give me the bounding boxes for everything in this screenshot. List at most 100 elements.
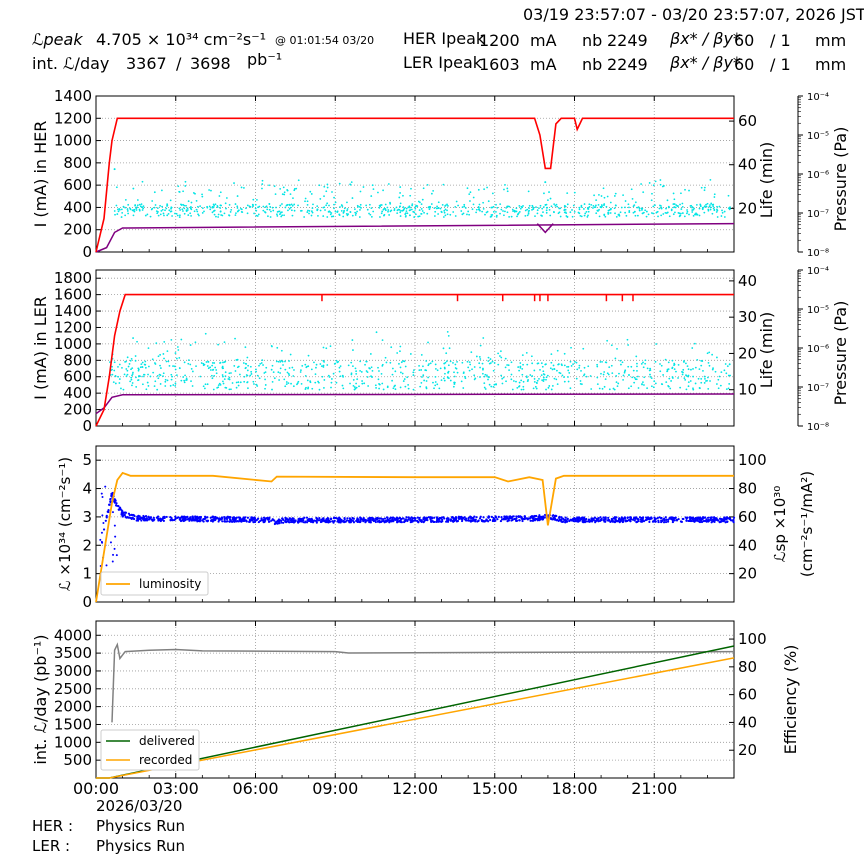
specific-luminosity-point	[194, 516, 197, 519]
specific-luminosity-point	[639, 518, 642, 521]
her-lifetime-point	[416, 205, 419, 207]
her-lifetime-point	[261, 187, 263, 190]
recorded-line	[96, 657, 735, 779]
ler-lifetime-point	[644, 359, 647, 362]
her-lifetime-point	[194, 192, 196, 195]
specific-luminosity-point	[521, 519, 524, 523]
ler-lifetime-point	[275, 360, 278, 363]
ler-lifetime-point	[271, 388, 273, 391]
x-tick-label: 03:00	[153, 779, 199, 798]
her-lifetime-point	[153, 191, 156, 194]
specific-luminosity-point	[445, 520, 448, 523]
her-lifetime-point	[185, 210, 188, 213]
specific-luminosity-point	[426, 519, 429, 522]
her-lifetime-point	[245, 207, 247, 210]
ler-lifetime-point	[224, 360, 227, 363]
her-lifetime-point	[596, 209, 599, 212]
ler-lifetime-point	[519, 366, 522, 369]
ler-lifetime-point	[249, 365, 252, 368]
ler-lifetime-point	[484, 373, 487, 376]
specific-luminosity-point	[226, 520, 229, 523]
specific-luminosity-point	[264, 517, 268, 520]
her-lifetime-point	[372, 188, 375, 190]
specific-luminosity-point	[560, 516, 563, 519]
specific-luminosity-point	[142, 514, 145, 518]
her-lifetime-point	[269, 216, 272, 218]
efficiency-line	[111, 642, 735, 723]
her-ipeak-value: 1200	[479, 31, 520, 50]
ler-lifetime-point	[533, 380, 536, 383]
ler-lifetime-point	[692, 387, 694, 390]
specific-luminosity-point	[564, 516, 567, 519]
ler-lifetime-point	[296, 382, 299, 385]
her-lifetime-point	[510, 215, 513, 218]
ler-lifetime-point	[171, 375, 174, 378]
her-lifetime-point	[149, 215, 152, 218]
her-lifetime-point	[333, 207, 335, 210]
specific-luminosity-point	[478, 517, 482, 520]
ler-lifetime-point	[189, 344, 192, 346]
ler-lifetime-point	[724, 363, 727, 365]
ler-lifetime-point	[237, 381, 240, 384]
her-lifetime-point	[378, 206, 381, 209]
ler-lifetime-point	[243, 380, 246, 383]
her-lifetime-point	[186, 207, 189, 210]
ler-lifetime-point	[714, 370, 717, 373]
her-lifetime-point	[223, 212, 226, 215]
ler-lifetime-point	[487, 378, 489, 381]
specific-luminosity-point	[597, 517, 600, 520]
her-lifetime-point	[463, 205, 466, 208]
specific-luminosity-point	[431, 520, 434, 523]
her-lifetime-point	[263, 210, 266, 213]
ler-lifetime-point	[230, 388, 232, 391]
her-lifetime-point	[446, 213, 449, 216]
specific-luminosity-point	[642, 520, 646, 523]
her-lifetime-point	[384, 207, 387, 210]
specific-luminosity-point	[487, 515, 490, 518]
specific-luminosity-point	[648, 520, 651, 524]
ler-lifetime-point	[654, 360, 657, 363]
ler-lifetime-point	[601, 360, 603, 363]
her-lifetime-point	[292, 197, 294, 200]
specific-luminosity-point	[732, 516, 736, 519]
ler-lifetime-point	[270, 368, 273, 371]
specific-luminosity-point	[212, 515, 215, 518]
ler-lifetime-point	[272, 371, 275, 374]
ler-lifetime-point	[270, 344, 273, 347]
her-lifetime-point	[326, 202, 329, 205]
her-lifetime-point	[116, 213, 119, 215]
ler-lifetime-point	[403, 378, 406, 380]
ler-lifetime-point	[137, 367, 140, 370]
her-lifetime-point	[255, 209, 258, 212]
her-lifetime-point	[672, 192, 675, 195]
ler-lifetime-point	[543, 373, 546, 376]
specific-luminosity-point	[648, 518, 651, 521]
lumi-y2label-top: ℒsp ×10³⁰	[771, 486, 789, 563]
her-lifetime-point	[691, 211, 694, 213]
her-nb-label: nb	[582, 31, 603, 50]
specific-luminosity-point	[704, 516, 707, 519]
her-lifetime-point	[358, 205, 361, 208]
her-lifetime-point	[505, 206, 508, 209]
specific-luminosity-point	[472, 517, 475, 520]
specific-luminosity-point	[350, 518, 353, 522]
her-lifetime-point	[628, 209, 631, 212]
her-lifetime-point	[306, 203, 309, 206]
specific-luminosity-point	[732, 521, 735, 524]
ler-lifetime-point	[493, 362, 496, 364]
her-lifetime-point	[566, 203, 569, 206]
ler-lifetime-point	[561, 364, 563, 367]
ler-lifetime-point	[301, 364, 304, 367]
ler-lifetime-point	[203, 363, 206, 366]
ler-lifetime-point	[447, 334, 450, 337]
her-lifetime-point	[365, 204, 368, 207]
ler-lifetime-point	[551, 385, 554, 387]
her-lifetime-point	[372, 210, 375, 213]
ler-lifetime-point	[206, 383, 209, 386]
specific-luminosity-point	[244, 516, 247, 519]
ler-lifetime-point	[510, 378, 513, 381]
her-lifetime-point	[279, 213, 281, 216]
specific-luminosity-point	[665, 518, 668, 521]
ler-lifetime-point	[670, 380, 672, 382]
her-lifetime-point	[563, 204, 566, 207]
